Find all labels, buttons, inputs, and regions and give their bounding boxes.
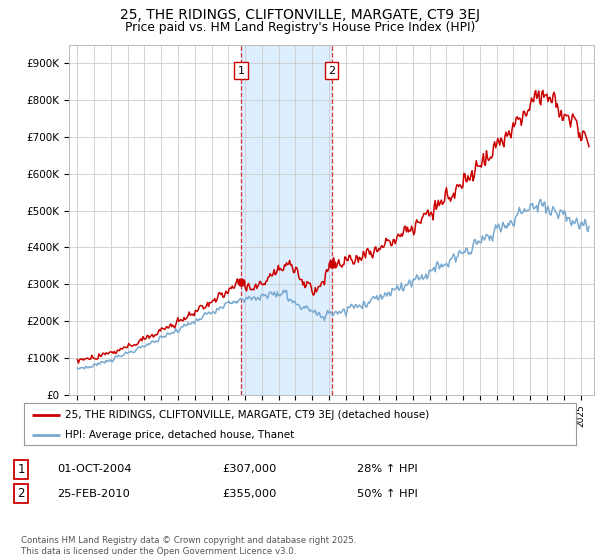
Text: HPI: Average price, detached house, Thanet: HPI: Average price, detached house, Than…	[65, 430, 295, 440]
Bar	[241, 45, 331, 395]
Text: Contains HM Land Registry data © Crown copyright and database right 2025.
This d: Contains HM Land Registry data © Crown c…	[21, 536, 356, 556]
Text: £355,000: £355,000	[222, 489, 277, 499]
Text: 25, THE RIDINGS, CLIFTONVILLE, MARGATE, CT9 3EJ (detached house): 25, THE RIDINGS, CLIFTONVILLE, MARGATE, …	[65, 409, 430, 419]
Text: 2: 2	[17, 487, 25, 501]
Text: 25, THE RIDINGS, CLIFTONVILLE, MARGATE, CT9 3EJ: 25, THE RIDINGS, CLIFTONVILLE, MARGATE, …	[120, 8, 480, 22]
Text: 50% ↑ HPI: 50% ↑ HPI	[357, 489, 418, 499]
Text: 1: 1	[238, 66, 244, 76]
Text: Price paid vs. HM Land Registry's House Price Index (HPI): Price paid vs. HM Land Registry's House …	[125, 21, 475, 34]
Text: 01-OCT-2004: 01-OCT-2004	[57, 464, 131, 474]
Text: 2: 2	[328, 66, 335, 76]
Text: 28% ↑ HPI: 28% ↑ HPI	[357, 464, 418, 474]
Text: £307,000: £307,000	[222, 464, 277, 474]
Text: 1: 1	[17, 463, 25, 476]
Text: 25-FEB-2010: 25-FEB-2010	[57, 489, 130, 499]
